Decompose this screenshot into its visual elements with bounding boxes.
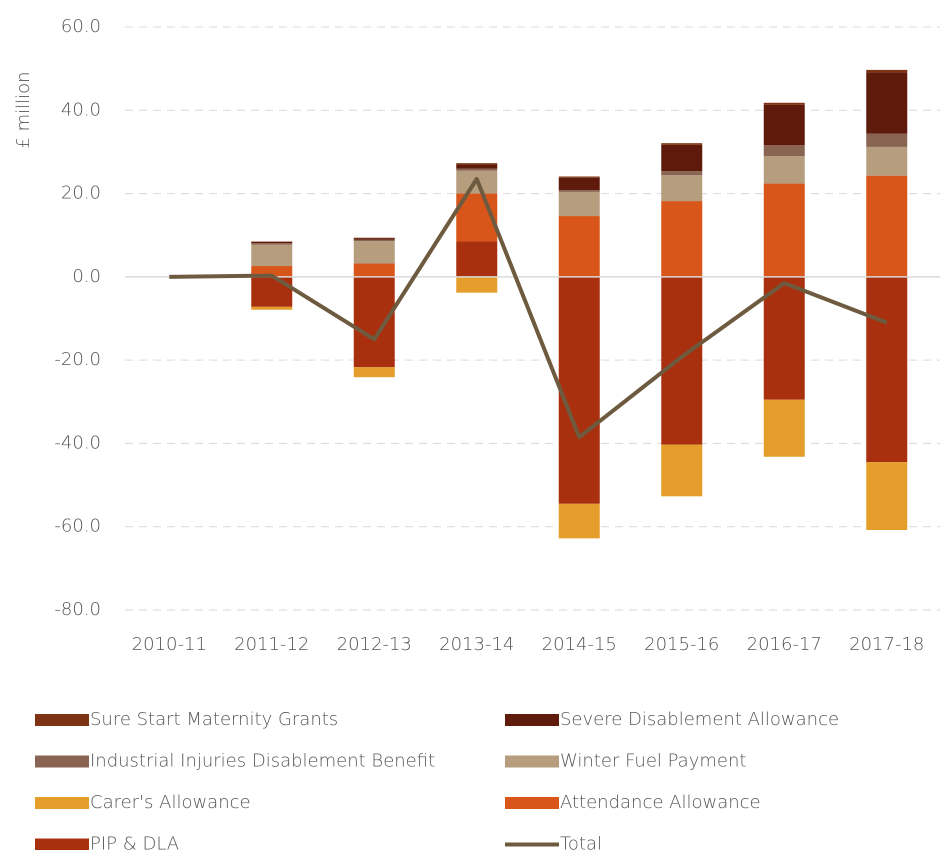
legend-swatch (505, 714, 559, 726)
bar-segment (558, 276, 600, 504)
bar-segment (558, 176, 600, 178)
bar-segment (866, 133, 908, 147)
x-tick-label: 2013-14 (439, 634, 514, 655)
bar-segment (866, 462, 908, 531)
legend-label: Attendance Allowance (560, 792, 761, 813)
bar-segment (456, 168, 498, 171)
bar-segment (251, 241, 293, 244)
bar-segment (866, 276, 908, 463)
total-line (169, 176, 888, 440)
bar-segment (558, 190, 600, 192)
bar-segment (456, 164, 498, 169)
y-tick-label: -40.0 (54, 432, 101, 453)
bar-segment (251, 276, 293, 307)
bar-segment (763, 145, 805, 157)
legend-label: Severe Disablement Allowance (560, 709, 839, 730)
y-tick-label: 40.0 (61, 99, 101, 120)
bar-segment (251, 266, 293, 277)
bar-segment (763, 156, 805, 184)
x-tick-label: 2015-16 (644, 634, 719, 655)
bar-segment (251, 243, 293, 245)
legend-swatch (35, 755, 89, 768)
bar-segment (661, 144, 703, 172)
legend-swatch (35, 797, 89, 809)
bar-segment (661, 143, 703, 145)
bar-segment (251, 306, 293, 310)
bar-segment (763, 102, 805, 105)
bar-segment (661, 201, 703, 277)
bar-segment (353, 276, 395, 368)
legend-label: Winter Fuel Payment (560, 751, 746, 772)
bar-segment (353, 241, 395, 264)
bar-segment (866, 69, 908, 73)
bar-segment (866, 146, 908, 176)
bar-segment (456, 163, 498, 165)
bar-segment (661, 171, 703, 176)
bar-segment (866, 175, 908, 277)
legend-swatch (505, 797, 559, 809)
bar-segment (353, 367, 395, 378)
bar-segment (558, 177, 600, 191)
x-tick-label: 2011-12 (234, 634, 309, 655)
x-tick-label: 2010-11 (132, 634, 207, 655)
bar-segment (763, 276, 805, 400)
bar-segment (558, 191, 600, 217)
bar-segment (558, 503, 600, 539)
bar-segment (661, 444, 703, 497)
bar-segment (661, 276, 703, 445)
legend-label: Sure Start Maternity Grants (90, 709, 338, 730)
bar-segment (456, 276, 498, 293)
y-tick-label: -20.0 (54, 349, 101, 370)
y-tick-label: 0.0 (72, 266, 101, 287)
y-tick-label: 60.0 (61, 16, 101, 37)
legend-label: Industrial Injuries Disablement Benefit (90, 751, 435, 772)
bar-segment (353, 239, 395, 242)
x-tick-label: 2016-17 (747, 634, 822, 655)
legend-swatch (35, 714, 89, 726)
bar-segment (558, 216, 600, 277)
x-tick-label: 2014-15 (542, 634, 617, 655)
legend-label: Total (560, 834, 602, 850)
y-tick-label: 20.0 (61, 183, 101, 204)
legend-swatch (35, 838, 89, 850)
y-axis-label: £ million (13, 71, 34, 148)
bar-segment (661, 175, 703, 202)
bar-segment (763, 399, 805, 457)
y-tick-label: -60.0 (54, 516, 101, 537)
legend-label: PIP & DLA (90, 834, 179, 850)
bar-segment (353, 263, 395, 277)
legend-label: Carer's Allowance (90, 792, 251, 813)
legend-swatch (505, 755, 559, 768)
bar-segment (763, 183, 805, 277)
bar-segment (763, 104, 805, 146)
x-tick-label: 2012-13 (337, 634, 412, 655)
bar-segment (353, 238, 395, 240)
bar-segment (866, 72, 908, 134)
x-tick-label: 2017-18 (849, 634, 924, 655)
bar-segment (251, 244, 293, 267)
y-tick-label: -80.0 (54, 599, 101, 620)
bar-segment (456, 241, 498, 277)
